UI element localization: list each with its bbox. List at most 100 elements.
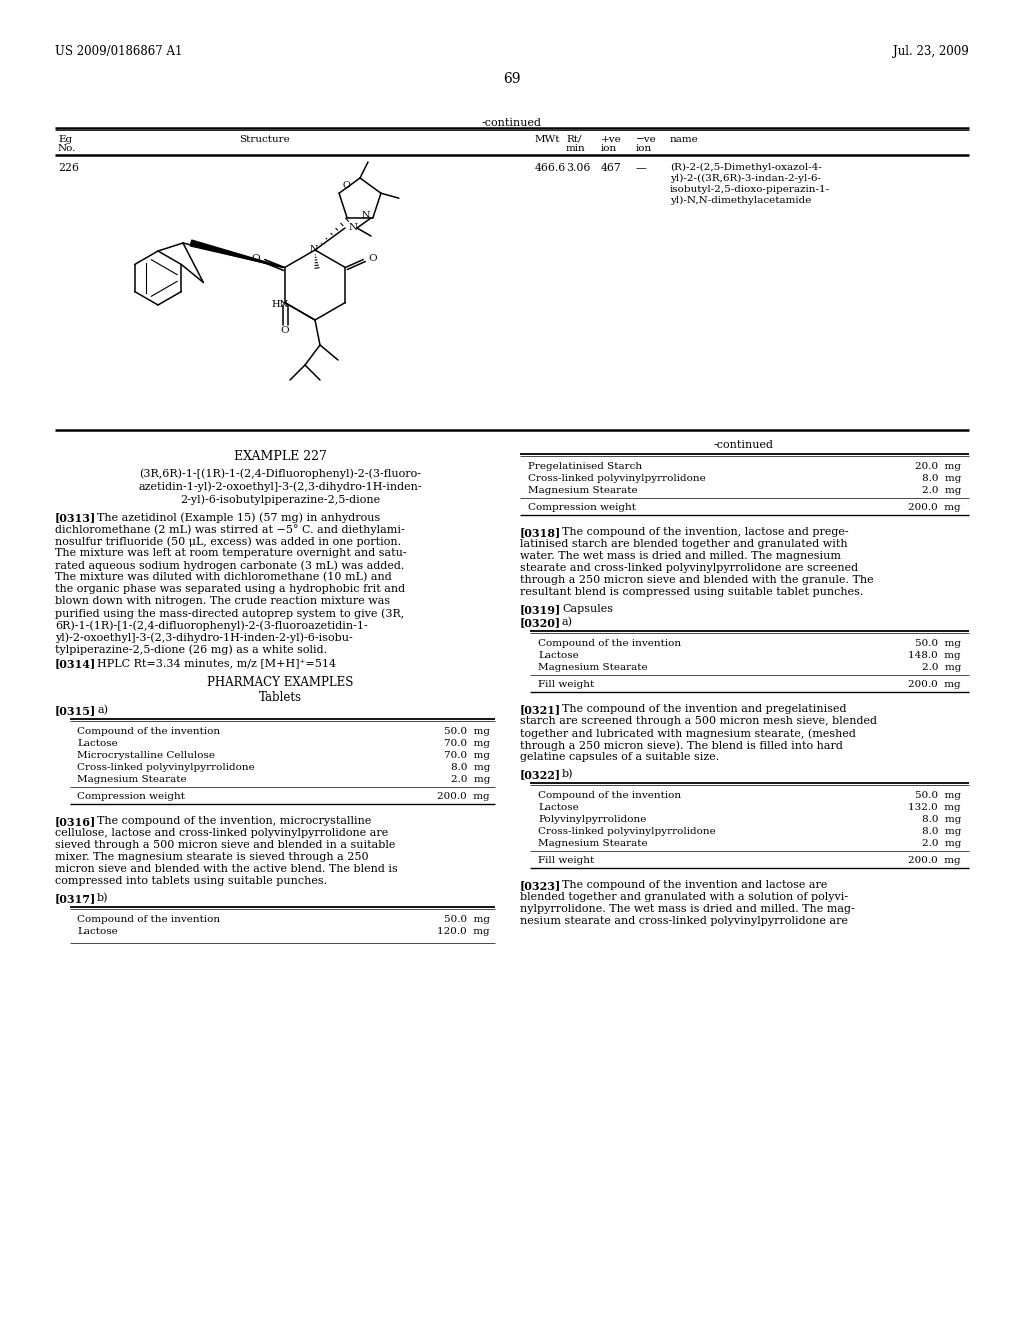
- Text: 50.0  mg: 50.0 mg: [444, 915, 490, 924]
- Text: min: min: [566, 144, 586, 153]
- Text: N: N: [348, 223, 357, 232]
- Text: nosulfur trifluoride (50 μL, excess) was added in one portion.: nosulfur trifluoride (50 μL, excess) was…: [55, 536, 401, 546]
- Text: Magnesium Stearate: Magnesium Stearate: [538, 840, 647, 847]
- Text: N: N: [309, 246, 318, 255]
- Text: starch are screened through a 500 micron mesh sieve, blended: starch are screened through a 500 micron…: [520, 715, 877, 726]
- Text: 200.0  mg: 200.0 mg: [908, 855, 961, 865]
- Text: Compound of the invention: Compound of the invention: [77, 915, 220, 924]
- Text: Eg: Eg: [58, 135, 72, 144]
- Text: Fill weight: Fill weight: [538, 680, 594, 689]
- Text: ion: ion: [636, 144, 652, 153]
- Text: Polyvinylpyrrolidone: Polyvinylpyrrolidone: [538, 814, 646, 824]
- Text: Lactose: Lactose: [77, 927, 118, 936]
- Text: O: O: [342, 181, 350, 190]
- Text: 50.0  mg: 50.0 mg: [444, 727, 490, 737]
- Text: 70.0  mg: 70.0 mg: [444, 751, 490, 760]
- Text: 20.0  mg: 20.0 mg: [915, 462, 961, 471]
- Text: EXAMPLE 227: EXAMPLE 227: [233, 450, 327, 463]
- Text: PHARMACY EXAMPLES: PHARMACY EXAMPLES: [207, 676, 353, 689]
- Text: 466.6: 466.6: [535, 162, 566, 173]
- Text: 120.0  mg: 120.0 mg: [437, 927, 490, 936]
- Text: 8.0  mg: 8.0 mg: [922, 828, 961, 836]
- Text: 2.0  mg: 2.0 mg: [922, 840, 961, 847]
- Text: The compound of the invention, microcrystalline: The compound of the invention, microcrys…: [97, 816, 372, 826]
- Text: blown down with nitrogen. The crude reaction mixture was: blown down with nitrogen. The crude reac…: [55, 597, 390, 606]
- Text: -continued: -continued: [482, 117, 542, 128]
- Text: 50.0  mg: 50.0 mg: [915, 791, 961, 800]
- Text: [0316]: [0316]: [55, 816, 96, 828]
- Text: —: —: [636, 162, 647, 173]
- Text: dichloromethane (2 mL) was stirred at −5° C. and diethylami-: dichloromethane (2 mL) was stirred at −5…: [55, 524, 404, 535]
- Text: The compound of the invention and pregelatinised: The compound of the invention and pregel…: [562, 704, 847, 714]
- Text: 200.0  mg: 200.0 mg: [437, 792, 490, 801]
- Text: Structure: Structure: [240, 135, 291, 144]
- Text: water. The wet mass is dried and milled. The magnesium: water. The wet mass is dried and milled.…: [520, 550, 841, 561]
- Text: [0321]: [0321]: [520, 704, 561, 715]
- Text: Compression weight: Compression weight: [77, 792, 185, 801]
- Text: gelatine capsules of a suitable size.: gelatine capsules of a suitable size.: [520, 752, 719, 762]
- Text: MWt: MWt: [535, 135, 560, 144]
- Text: Capsules: Capsules: [562, 605, 613, 614]
- Text: cellulose, lactose and cross-linked polyvinylpyrrolidone are: cellulose, lactose and cross-linked poly…: [55, 828, 388, 838]
- Text: through a 250 micron sieve and blended with the granule. The: through a 250 micron sieve and blended w…: [520, 576, 873, 585]
- Text: stearate and cross-linked polyvinylpyrrolidone are screened: stearate and cross-linked polyvinylpyrro…: [520, 564, 858, 573]
- Text: US 2009/0186867 A1: US 2009/0186867 A1: [55, 45, 182, 58]
- Text: isobutyl-2,5-dioxo-piperazin-1-: isobutyl-2,5-dioxo-piperazin-1-: [670, 185, 830, 194]
- Text: The azetidinol (Example 15) (57 mg) in anhydrous: The azetidinol (Example 15) (57 mg) in a…: [97, 512, 380, 523]
- Text: azetidin-1-yl)-2-oxoethyl]-3-(2,3-dihydro-1H-inden-: azetidin-1-yl)-2-oxoethyl]-3-(2,3-dihydr…: [138, 480, 422, 491]
- Text: −ve: −ve: [636, 135, 656, 144]
- Text: together and lubricated with magnesium stearate, (meshed: together and lubricated with magnesium s…: [520, 729, 856, 739]
- Text: The compound of the invention and lactose are: The compound of the invention and lactos…: [562, 880, 827, 890]
- Text: tylpiperazine-2,5-dione (26 mg) as a white solid.: tylpiperazine-2,5-dione (26 mg) as a whi…: [55, 644, 327, 655]
- Text: Magnesium Stearate: Magnesium Stearate: [538, 663, 647, 672]
- Text: 8.0  mg: 8.0 mg: [451, 763, 490, 772]
- Text: a): a): [562, 616, 573, 627]
- Text: (R)-2-(2,5-Dimethyl-oxazol-4-: (R)-2-(2,5-Dimethyl-oxazol-4-: [670, 162, 822, 172]
- Text: 8.0  mg: 8.0 mg: [922, 474, 961, 483]
- Text: [0319]: [0319]: [520, 605, 561, 615]
- Text: Jul. 23, 2009: Jul. 23, 2009: [893, 45, 969, 58]
- Text: Fill weight: Fill weight: [538, 855, 594, 865]
- Text: 3.06: 3.06: [566, 162, 591, 173]
- Text: 2.0  mg: 2.0 mg: [922, 663, 961, 672]
- Text: nesium stearate and cross-linked polyvinylpyrrolidone are: nesium stearate and cross-linked polyvin…: [520, 916, 848, 927]
- Text: [0315]: [0315]: [55, 705, 96, 715]
- Text: latinised starch are blended together and granulated with: latinised starch are blended together an…: [520, 539, 848, 549]
- Text: 69: 69: [503, 73, 521, 86]
- Text: Microcrystalline Cellulose: Microcrystalline Cellulose: [77, 751, 215, 760]
- Polygon shape: [190, 240, 285, 268]
- Text: Cross-linked polyvinylpyrrolidone: Cross-linked polyvinylpyrrolidone: [77, 763, 255, 772]
- Text: O: O: [368, 253, 377, 263]
- Text: 226: 226: [58, 162, 79, 173]
- Text: ion: ion: [601, 144, 617, 153]
- Text: blended together and granulated with a solution of polyvi-: blended together and granulated with a s…: [520, 892, 848, 902]
- Text: Compound of the invention: Compound of the invention: [538, 639, 681, 648]
- Text: Magnesium Stearate: Magnesium Stearate: [528, 486, 638, 495]
- Text: b): b): [97, 894, 109, 903]
- Text: HN: HN: [271, 300, 288, 309]
- Text: -continued: -continued: [714, 440, 774, 450]
- Text: (3R,6R)-1-[(1R)-1-(2,4-Difluorophenyl)-2-(3-fluoro-: (3R,6R)-1-[(1R)-1-(2,4-Difluorophenyl)-2…: [139, 469, 421, 479]
- Text: a): a): [97, 705, 108, 715]
- Text: [0320]: [0320]: [520, 616, 561, 628]
- Text: mixer. The magnesium stearate is sieved through a 250: mixer. The magnesium stearate is sieved …: [55, 851, 369, 862]
- Text: 148.0  mg: 148.0 mg: [908, 651, 961, 660]
- Text: 200.0  mg: 200.0 mg: [908, 680, 961, 689]
- Text: purified using the mass-directed autoprep system to give (3R,: purified using the mass-directed autopre…: [55, 609, 404, 619]
- Text: 200.0  mg: 200.0 mg: [908, 503, 961, 512]
- Text: O: O: [281, 326, 289, 335]
- Text: [0322]: [0322]: [520, 770, 561, 780]
- Text: resultant blend is compressed using suitable tablet punches.: resultant blend is compressed using suit…: [520, 587, 863, 597]
- Text: [0318]: [0318]: [520, 527, 561, 539]
- Text: 50.0  mg: 50.0 mg: [915, 639, 961, 648]
- Text: [0323]: [0323]: [520, 880, 561, 891]
- Text: Lactose: Lactose: [77, 739, 118, 748]
- Text: yl)-2-((3R,6R)-3-indan-2-yl-6-: yl)-2-((3R,6R)-3-indan-2-yl-6-: [670, 174, 821, 183]
- Text: 70.0  mg: 70.0 mg: [444, 739, 490, 748]
- Text: The mixture was left at room temperature overnight and satu-: The mixture was left at room temperature…: [55, 548, 407, 558]
- Text: HPLC Rt=3.34 minutes, m/z [M+H]⁺=514: HPLC Rt=3.34 minutes, m/z [M+H]⁺=514: [97, 657, 336, 668]
- Text: N: N: [361, 210, 371, 219]
- Text: The mixture was diluted with dichloromethane (10 mL) and: The mixture was diluted with dichloromet…: [55, 572, 392, 582]
- Text: Rt/: Rt/: [566, 135, 582, 144]
- Text: Compound of the invention: Compound of the invention: [538, 791, 681, 800]
